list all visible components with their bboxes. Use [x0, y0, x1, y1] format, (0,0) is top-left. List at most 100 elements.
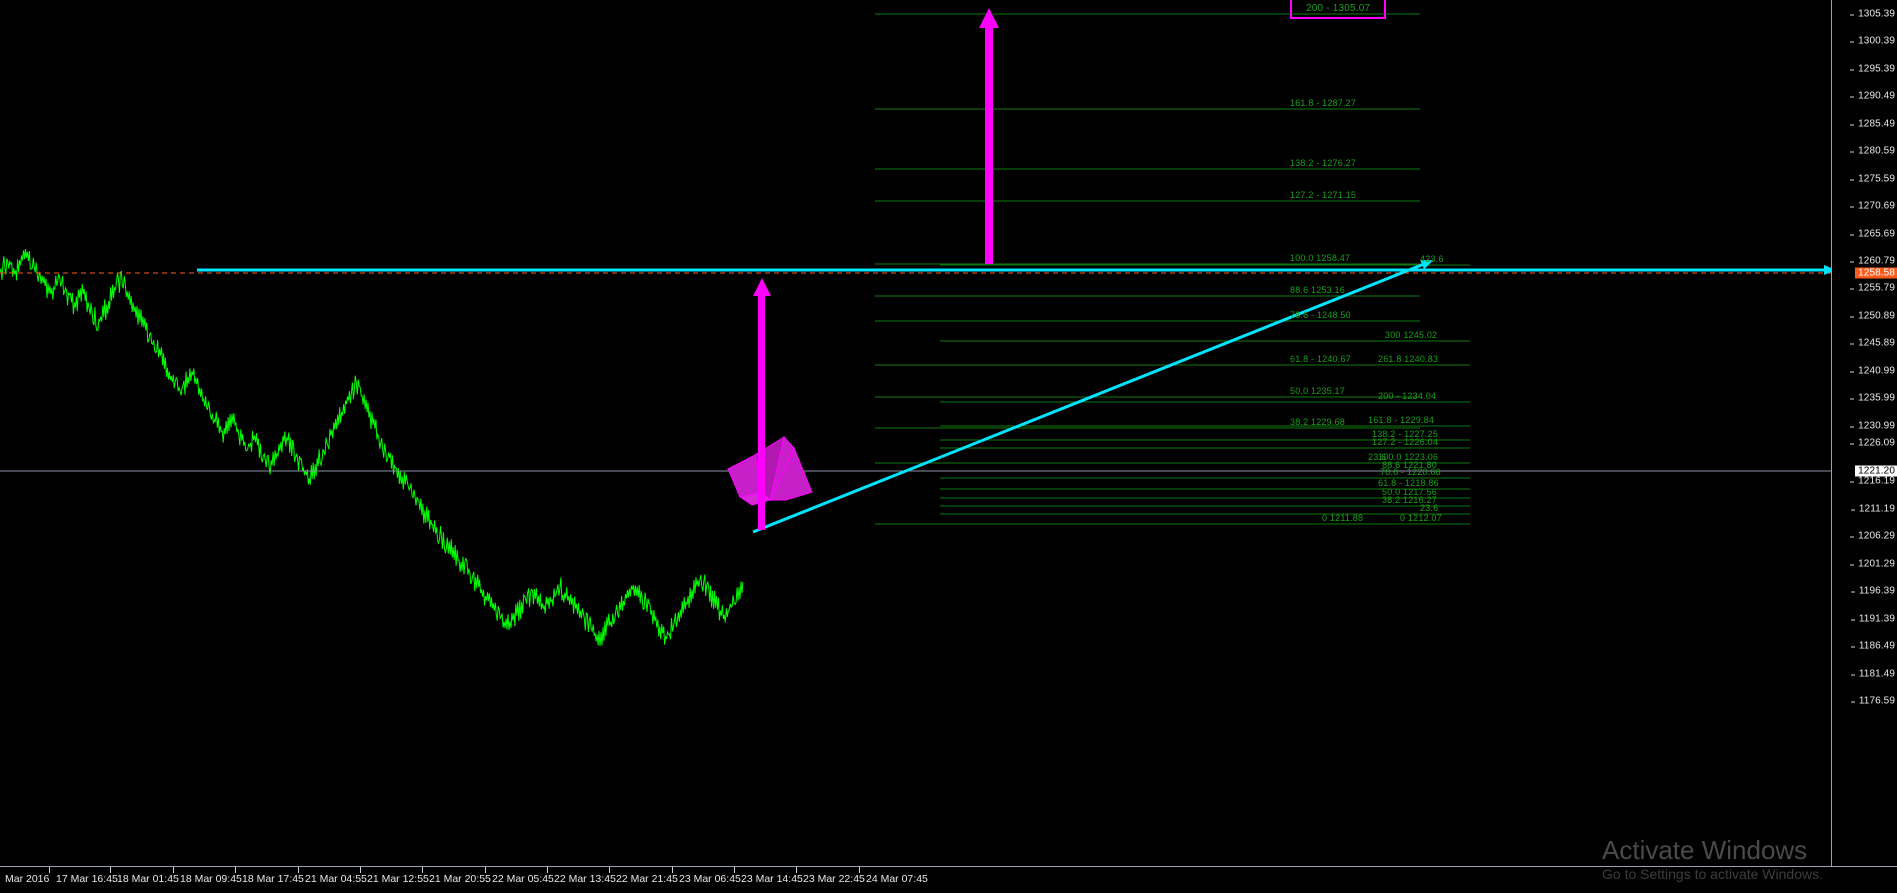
price-tick-mark [1850, 343, 1855, 344]
price-axis-tick: 1191.39 [1850, 613, 1895, 625]
time-tick-mark [859, 867, 860, 873]
price-axis-tick: 1265.69 [1850, 228, 1895, 240]
time-tick-mark [298, 867, 299, 873]
price-tick-label: 1191.39 [1858, 613, 1895, 625]
price-tick-label: 1186.49 [1858, 640, 1895, 652]
price-tick-label: 1216.19 [1858, 475, 1895, 487]
price-axis-tick: 1206.29 [1850, 530, 1895, 542]
time-tick-label: 18 Mar 01:45 [117, 873, 179, 885]
price-tick-mark [1850, 481, 1855, 482]
price-tick-mark [1850, 124, 1855, 125]
price-tick-label: 1285.49 [1858, 118, 1895, 130]
price-tick-mark [1850, 288, 1855, 289]
time-tick-label: Mar 2016 [5, 873, 50, 885]
cyan-ascending-trendline[interactable] [752, 260, 1434, 534]
time-tick-label: 24 Mar 07:45 [866, 873, 928, 885]
time-axis-tick: 21 Mar 04:55 [298, 867, 367, 885]
price-tick-mark [1850, 69, 1855, 70]
time-axis-tick: 22 Mar 05:45 [485, 867, 554, 885]
magenta-up-arrow-upper[interactable] [979, 8, 999, 264]
price-tick-mark [1850, 674, 1855, 675]
price-axis-tick: 1255.79 [1850, 282, 1895, 294]
time-axis-tick: 21 Mar 12:55 [360, 867, 429, 885]
time-tick-label: 22 Mar 05:45 [492, 873, 554, 885]
price-tick-label: 1260.79 [1858, 255, 1895, 267]
price-axis-tick: 1230.99 [1850, 420, 1895, 432]
time-axis-tick: 22 Mar 21:45 [609, 867, 678, 885]
price-tick-mark [1850, 261, 1855, 262]
price-axis-tick: 1305.39 [1850, 9, 1895, 20]
price-tick-mark [1850, 564, 1855, 565]
price-tick-mark [1850, 14, 1855, 15]
time-tick-label: 18 Mar 09:45 [180, 873, 242, 885]
time-tick-label: 18 Mar 17:45 [242, 873, 304, 885]
chart-canvas[interactable] [0, 0, 1832, 866]
magenta-up-arrow-lower[interactable] [753, 278, 771, 530]
price-axis-tick: 1300.39 [1850, 36, 1895, 47]
price-axis-tick: 1270.69 [1850, 200, 1895, 212]
price-tick-mark [1850, 179, 1855, 180]
price-axis-tick: 1245.89 [1850, 338, 1895, 349]
time-tick-label: 22 Mar 21:45 [616, 873, 678, 885]
price-line-series [0, 248, 744, 647]
time-tick-label: 17 Mar 16:45 [56, 873, 118, 885]
magenta-harmonic-pattern[interactable] [727, 435, 813, 506]
time-axis-tick: 17 Mar 16:45 [49, 867, 118, 885]
time-tick-mark [609, 867, 610, 873]
time-tick-label: 23 Mar 06:45 [679, 873, 741, 885]
price-tick-label: 1235.99 [1858, 392, 1895, 404]
time-axis-tick: 21 Mar 20:55 [422, 867, 491, 885]
time-tick-mark [734, 867, 735, 873]
price-tick-label: 1270.69 [1858, 200, 1895, 212]
chart-plot-area[interactable]: 200 - 1305.07 161.8 - 1287.27 138.2 - 1276… [0, 0, 1832, 866]
price-tick-mark [1850, 151, 1855, 152]
time-tick-mark [547, 867, 548, 873]
time-tick-mark [422, 867, 423, 873]
price-axis-tick: 1285.49 [1850, 118, 1895, 130]
price-axis-tick: 1216.19 [1850, 475, 1895, 487]
price-tick-label: 1230.99 [1858, 420, 1895, 432]
price-axis-tick: 1176.59 [1850, 695, 1895, 707]
price-tick-mark [1850, 234, 1855, 235]
price-tick-label: 1255.79 [1858, 282, 1895, 294]
fibonacci-level-lines[interactable] [875, 13, 1470, 525]
price-tick-label: 1265.69 [1858, 228, 1895, 240]
price-axis-tick: 1211.19 [1850, 503, 1895, 515]
price-tick-label: 1290.49 [1858, 90, 1895, 102]
crosshair-price-tag[interactable]: 1221.20 [1855, 465, 1897, 477]
price-tick-mark [1850, 646, 1855, 647]
price-axis-tick: 1201.29 [1850, 559, 1895, 570]
price-tick-label: 1211.19 [1858, 503, 1895, 515]
price-axis-tick: 1260.79 [1850, 255, 1895, 267]
time-axis-tick: Mar 2016 [5, 873, 49, 885]
time-axis-tick: 23 Mar 22:45 [796, 867, 865, 885]
price-axis[interactable]: 1305.39 1300.39 1295.39 1290.49 1285.49 1280.… [1831, 0, 1897, 866]
time-axis[interactable]: Mar 2016 17 Mar 16:45 18 Mar 01:45 18 Mar 0… [0, 866, 1897, 893]
price-axis-tick: 1250.89 [1850, 310, 1895, 322]
price-axis-tick: 1240.99 [1850, 366, 1895, 377]
price-tick-label: 1196.39 [1858, 585, 1895, 597]
time-axis-tick: 24 Mar 07:45 [859, 867, 928, 885]
time-axis-tick: 18 Mar 01:45 [110, 867, 179, 885]
time-tick-label: 21 Mar 20:55 [429, 873, 491, 885]
price-tick-label: 1280.59 [1858, 145, 1895, 157]
time-tick-mark [485, 867, 486, 873]
last-price-tag[interactable]: 1258.58 [1855, 267, 1897, 279]
price-tick-label: 1206.29 [1858, 530, 1895, 542]
price-tick-label: 1295.39 [1858, 63, 1895, 75]
price-axis-tick: 1196.39 [1850, 585, 1895, 597]
price-axis-tick: 1280.59 [1850, 145, 1895, 157]
price-axis-tick: 1235.99 [1850, 392, 1895, 404]
time-tick-label: 23 Mar 14:45 [741, 873, 803, 885]
time-tick-mark [49, 867, 50, 873]
price-tick-label: 1250.89 [1858, 310, 1895, 322]
price-tick-label: 1176.59 [1858, 695, 1895, 707]
time-axis-tick: 23 Mar 06:45 [672, 867, 741, 885]
price-tick-label: 1181.49 [1858, 668, 1895, 680]
time-tick-mark [360, 867, 361, 873]
price-axis-tick: 1226.09 [1850, 438, 1895, 449]
time-axis-tick: 18 Mar 09:45 [173, 867, 242, 885]
price-tick-label: 1275.59 [1858, 173, 1895, 185]
price-tick-mark [1850, 701, 1855, 702]
